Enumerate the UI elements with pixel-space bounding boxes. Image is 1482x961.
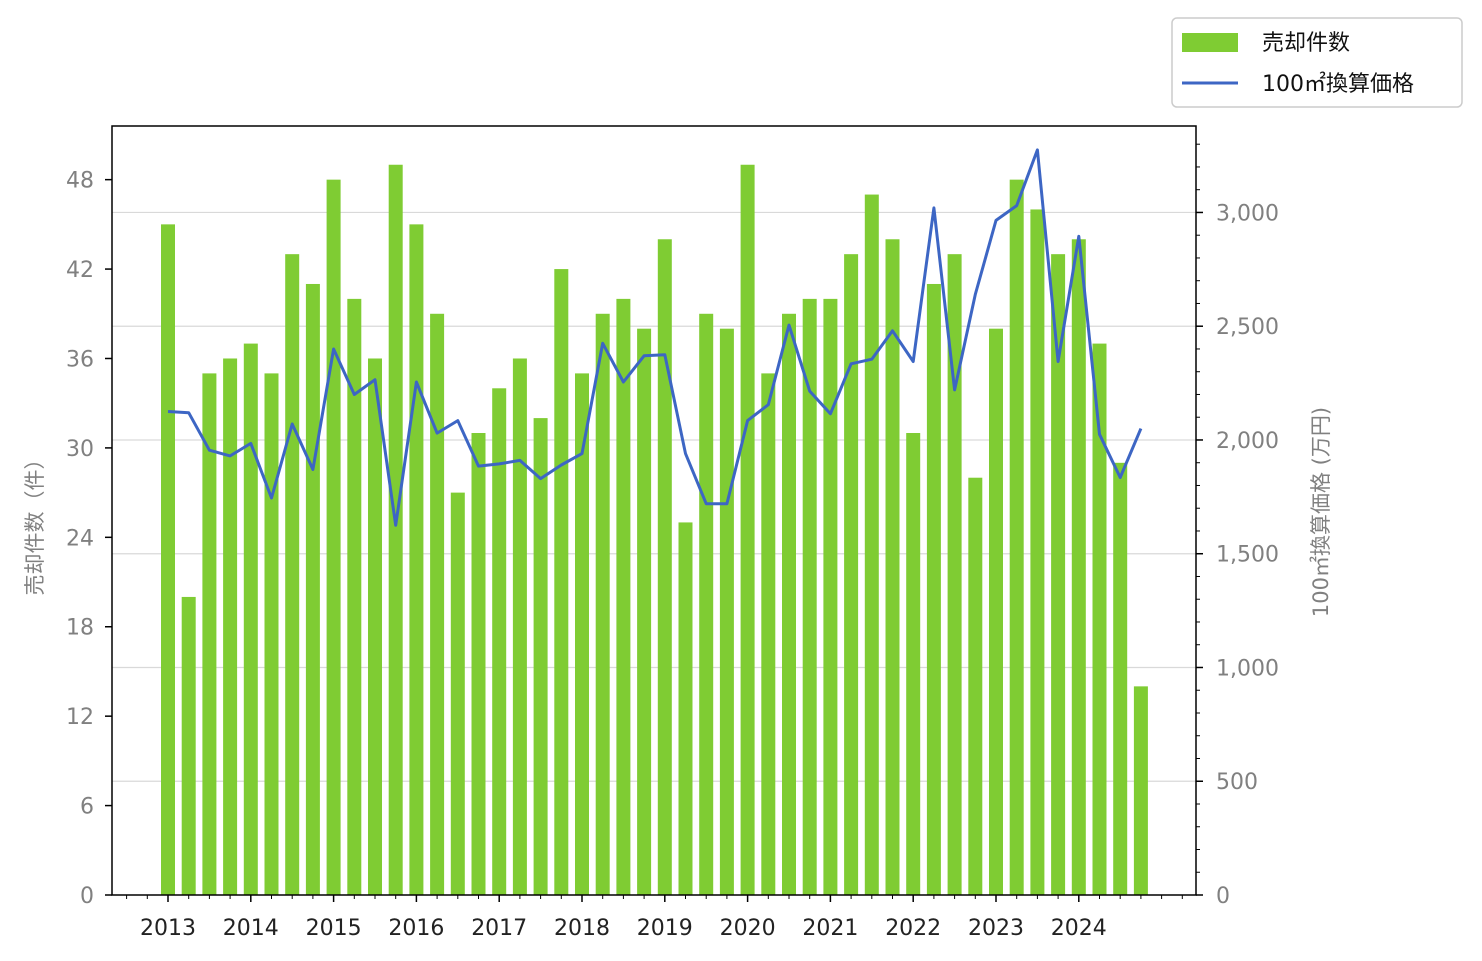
bar bbox=[388, 164, 403, 896]
left-tick-label: 30 bbox=[66, 437, 94, 462]
bar bbox=[782, 313, 796, 896]
bar bbox=[1133, 686, 1148, 895]
price-line bbox=[167, 148, 1143, 527]
bar bbox=[595, 313, 610, 896]
bar bbox=[202, 373, 217, 895]
bar bbox=[305, 283, 320, 895]
bar bbox=[1071, 239, 1086, 896]
right-tick-label: 3,000 bbox=[1216, 201, 1279, 226]
x-tick-label: 2016 bbox=[388, 916, 444, 941]
legend: 売却件数 100㎡換算価格 bbox=[1171, 17, 1463, 108]
left-tick-label: 24 bbox=[66, 526, 94, 551]
bar bbox=[575, 373, 589, 895]
x-tick-label: 2023 bbox=[968, 916, 1024, 941]
bar bbox=[347, 298, 362, 895]
bar bbox=[512, 358, 527, 895]
legend-line-label: 100㎡換算価格 bbox=[1262, 71, 1414, 97]
x-tick-label: 2022 bbox=[885, 916, 941, 941]
x-tick-label: 2021 bbox=[802, 916, 858, 941]
right-axis-title: 100㎡換算価格 (万円) bbox=[1309, 407, 1333, 617]
x-tick-label: 2014 bbox=[223, 916, 279, 941]
bar bbox=[1030, 209, 1045, 895]
bar bbox=[864, 194, 879, 895]
right-tick-label: 500 bbox=[1216, 770, 1258, 795]
left-tick-label: 42 bbox=[66, 258, 94, 283]
bar bbox=[492, 388, 507, 895]
legend-bar-label: 売却件数 bbox=[1262, 31, 1350, 56]
right-tick-label: 1,000 bbox=[1216, 656, 1279, 681]
bar bbox=[326, 179, 341, 895]
line-series bbox=[167, 148, 1143, 527]
x-tick-label: 2018 bbox=[554, 916, 610, 941]
bar bbox=[181, 596, 196, 895]
x-tick-label: 2013 bbox=[140, 916, 196, 941]
bar bbox=[450, 492, 465, 895]
bar bbox=[678, 522, 693, 895]
left-tick-label: 36 bbox=[66, 347, 94, 372]
bar bbox=[223, 358, 238, 895]
bar bbox=[554, 269, 569, 895]
bar bbox=[885, 239, 900, 896]
bar bbox=[1051, 254, 1066, 895]
bar bbox=[637, 328, 652, 896]
axes bbox=[105, 125, 1203, 902]
x-tick-label: 2020 bbox=[720, 916, 776, 941]
left-tick-label: 18 bbox=[66, 616, 94, 641]
tick-labels: 0 6 12 18 24 30 36 42 48 0 500 1,000 1,500 2,000 2,500… bbox=[66, 169, 1279, 941]
bar bbox=[761, 373, 776, 895]
bar bbox=[740, 164, 755, 896]
legend-frame bbox=[1171, 17, 1463, 108]
right-tick-label: 1,500 bbox=[1216, 543, 1279, 568]
bar bbox=[989, 328, 1003, 896]
bar bbox=[430, 313, 445, 896]
x-tick-label: 2017 bbox=[471, 916, 527, 941]
left-tick-label: 0 bbox=[80, 884, 94, 909]
left-tick-label: 6 bbox=[80, 795, 94, 820]
bar bbox=[1092, 343, 1107, 895]
bar bbox=[264, 373, 279, 895]
bar bbox=[161, 224, 175, 895]
bar bbox=[243, 343, 258, 895]
right-tick-label: 2,000 bbox=[1216, 429, 1279, 454]
x-tick-label: 2024 bbox=[1051, 916, 1107, 941]
bar bbox=[368, 358, 382, 895]
bar bbox=[409, 224, 424, 895]
bar bbox=[906, 433, 921, 895]
bar bbox=[1113, 462, 1128, 895]
bar bbox=[657, 239, 672, 896]
left-axis-title: 売却件数（件） bbox=[23, 449, 47, 596]
bar bbox=[471, 433, 486, 895]
bar bbox=[616, 298, 631, 895]
bar bbox=[926, 283, 941, 895]
bar bbox=[533, 418, 548, 895]
bar bbox=[844, 254, 859, 895]
right-tick-label: 0 bbox=[1216, 884, 1230, 909]
bar bbox=[802, 298, 817, 895]
plot-frame bbox=[111, 125, 1197, 896]
bar bbox=[285, 254, 300, 895]
bar-series bbox=[161, 164, 1148, 896]
x-tick-label: 2015 bbox=[306, 916, 362, 941]
left-tick-label: 48 bbox=[66, 169, 94, 194]
legend-bar-swatch bbox=[1182, 33, 1238, 52]
bar bbox=[719, 328, 734, 896]
right-tick-label: 2,500 bbox=[1216, 315, 1279, 340]
bar bbox=[968, 477, 983, 895]
x-tick-label: 2019 bbox=[637, 916, 693, 941]
bar bbox=[947, 254, 962, 895]
bar bbox=[1009, 179, 1024, 895]
bar bbox=[823, 298, 838, 895]
bar bbox=[699, 313, 714, 896]
left-tick-label: 12 bbox=[66, 705, 94, 730]
